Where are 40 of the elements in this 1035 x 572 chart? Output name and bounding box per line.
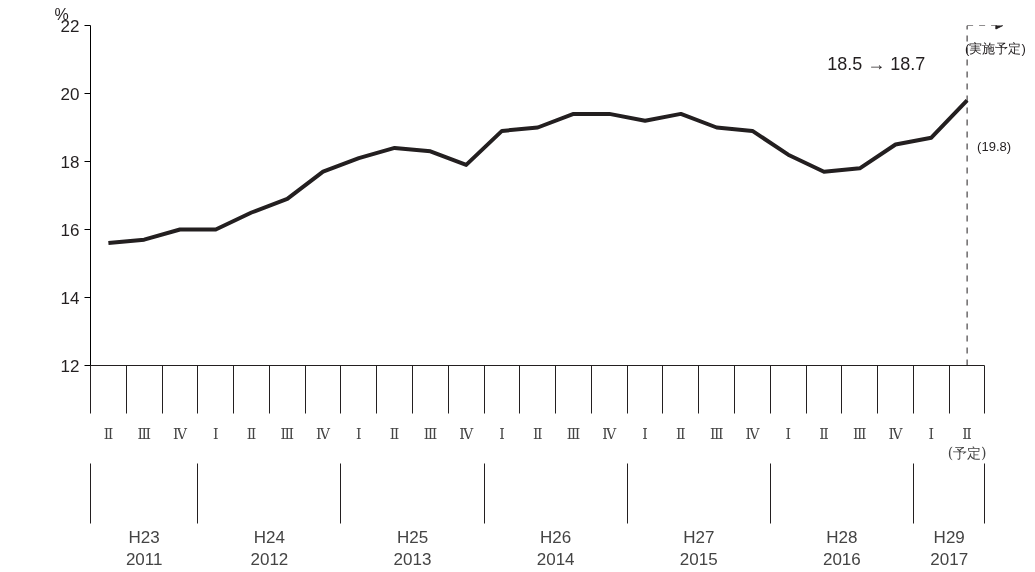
x-tick-label: Ⅳ [602, 425, 618, 442]
x-tick-label: Ⅱ [389, 425, 400, 442]
text: H28 2016 [822, 527, 861, 570]
y-tick-label: 12 [60, 356, 80, 376]
x-tick-label: Ⅰ [785, 425, 791, 442]
text: H24 2012 [250, 527, 289, 570]
x-tick-label: Ⅱ [532, 425, 543, 442]
x-tick-label: Ⅰ [499, 425, 505, 442]
x-tick-label: Ⅲ [423, 425, 438, 442]
text: H26 2014 [536, 527, 575, 570]
text: H23 2011 [125, 527, 163, 570]
text: H27 2015 [679, 527, 718, 570]
x-tick-label: Ⅱ [103, 425, 114, 442]
y-tick-label: 16 [60, 220, 80, 240]
y-tick-label: 20 [60, 84, 80, 104]
annotation: (19.8) [977, 139, 1012, 155]
x-tick-label: Ⅱ (予定) [947, 425, 987, 461]
x-tick-label: Ⅳ [316, 425, 332, 442]
x-tick-label: Ⅰ [928, 425, 935, 442]
ref-line-label: (実施予定) [965, 40, 1026, 56]
x-tick-label: Ⅳ [745, 425, 761, 442]
text: H25 2013 [393, 527, 432, 570]
x-tick-label: Ⅰ [642, 425, 648, 442]
y-tick-label: 18 [60, 152, 80, 172]
y-tick-label: 14 [60, 288, 80, 308]
x-tick-label: Ⅱ [676, 425, 686, 442]
text: H29 2017 [930, 527, 969, 570]
x-tick-label: Ⅱ [246, 425, 257, 442]
annotation: 18.5 → 18.7 [827, 53, 926, 74]
x-tick-label: Ⅲ [566, 425, 581, 442]
x-tick-label: Ⅳ [459, 425, 475, 442]
x-tick-label: Ⅲ [280, 425, 295, 442]
x-tick-label: Ⅰ [212, 425, 219, 442]
x-tick-label: Ⅲ [709, 425, 724, 442]
x-tick-label: Ⅳ [888, 425, 904, 442]
x-tick-label: Ⅲ [853, 425, 867, 442]
x-tick-label: Ⅰ [356, 425, 362, 442]
x-tick-label: Ⅳ [172, 425, 188, 442]
x-tick-label: Ⅲ [137, 425, 151, 442]
x-tick-label: Ⅱ [819, 425, 829, 442]
